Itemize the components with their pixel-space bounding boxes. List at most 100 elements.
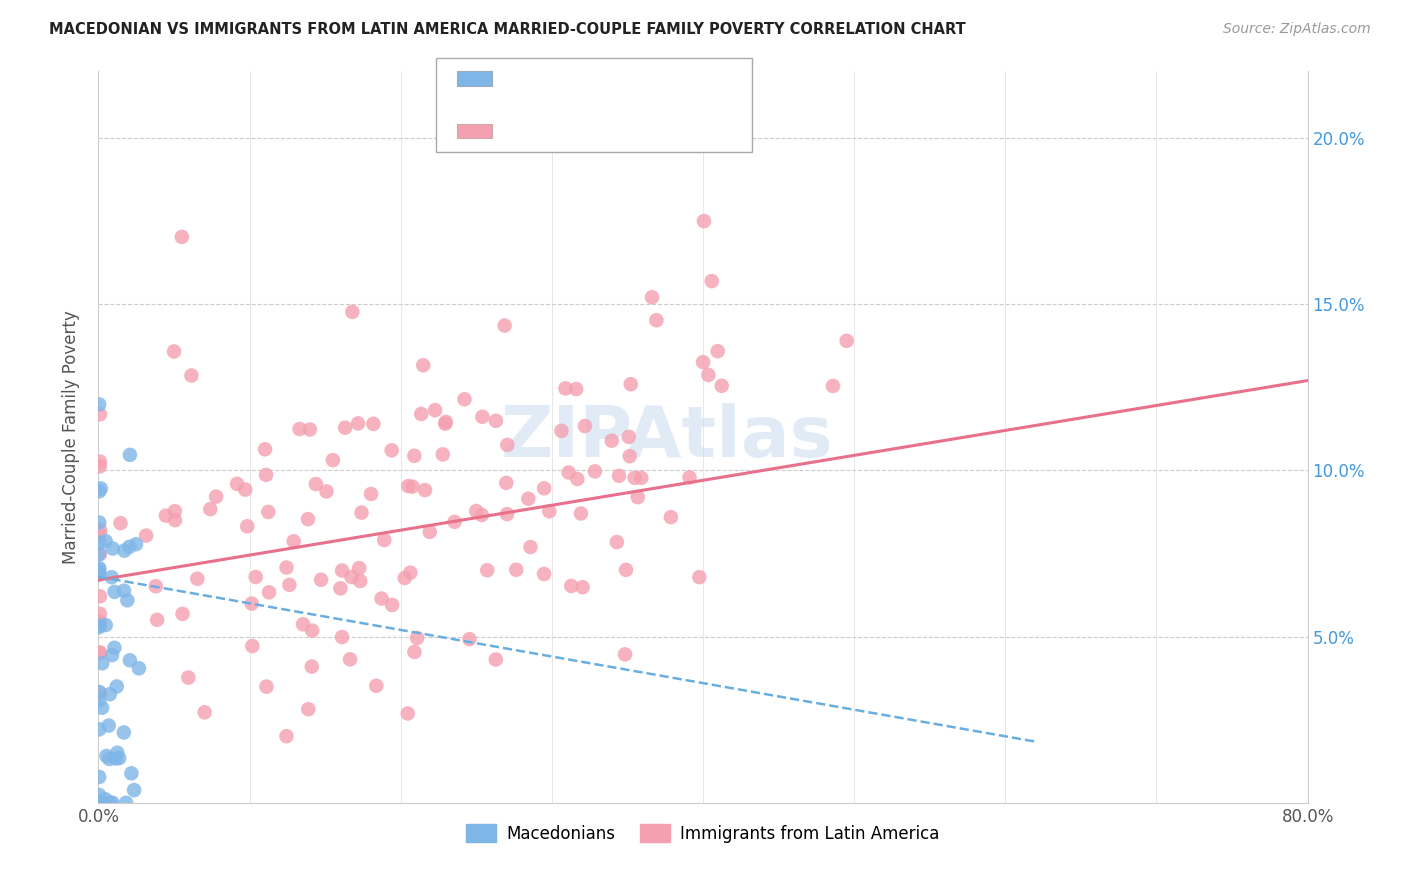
Immigrants from Latin America bbox=[89, 646, 111, 660]
Immigrants from Latin America bbox=[329, 582, 352, 596]
Macedonians bbox=[103, 640, 125, 655]
Macedonians bbox=[120, 766, 142, 780]
Immigrants from Latin America bbox=[627, 490, 650, 504]
Immigrants from Latin America bbox=[630, 471, 652, 485]
Immigrants from Latin America bbox=[821, 379, 844, 393]
Immigrants from Latin America bbox=[560, 579, 582, 593]
Immigrants from Latin America bbox=[494, 318, 516, 333]
Immigrants from Latin America bbox=[89, 459, 111, 474]
Immigrants from Latin America bbox=[349, 574, 371, 588]
Immigrants from Latin America bbox=[89, 454, 111, 468]
Immigrants from Latin America bbox=[89, 615, 111, 629]
Immigrants from Latin America bbox=[180, 368, 202, 383]
Macedonians bbox=[89, 516, 111, 530]
Macedonians bbox=[91, 657, 114, 671]
Immigrants from Latin America bbox=[477, 563, 499, 577]
Immigrants from Latin America bbox=[89, 523, 111, 537]
Immigrants from Latin America bbox=[363, 417, 385, 431]
Immigrants from Latin America bbox=[205, 490, 228, 504]
Macedonians bbox=[112, 583, 135, 598]
Immigrants from Latin America bbox=[569, 507, 592, 521]
Macedonians bbox=[89, 770, 111, 784]
Macedonians bbox=[89, 796, 111, 810]
Macedonians bbox=[89, 723, 111, 737]
Immigrants from Latin America bbox=[495, 475, 517, 490]
Macedonians bbox=[105, 746, 128, 760]
Immigrants from Latin America bbox=[614, 648, 637, 662]
Macedonians bbox=[89, 561, 111, 575]
Immigrants from Latin America bbox=[322, 453, 344, 467]
Immigrants from Latin America bbox=[288, 422, 311, 436]
Macedonians bbox=[94, 792, 117, 806]
Immigrants from Latin America bbox=[145, 579, 167, 593]
Immigrants from Latin America bbox=[350, 506, 373, 520]
Macedonians bbox=[91, 700, 114, 714]
Immigrants from Latin America bbox=[574, 419, 596, 434]
Immigrants from Latin America bbox=[411, 407, 433, 421]
Immigrants from Latin America bbox=[177, 671, 200, 685]
Y-axis label: Married-Couple Family Poverty: Married-Couple Family Poverty bbox=[62, 310, 80, 564]
Immigrants from Latin America bbox=[257, 585, 280, 599]
Immigrants from Latin America bbox=[406, 631, 429, 645]
Immigrants from Latin America bbox=[236, 519, 259, 533]
Immigrants from Latin America bbox=[146, 613, 169, 627]
Macedonians bbox=[117, 593, 139, 607]
Macedonians bbox=[104, 751, 127, 765]
Immigrants from Latin America bbox=[453, 392, 475, 407]
Immigrants from Latin America bbox=[688, 570, 710, 584]
Legend: Macedonians, Immigrants from Latin America: Macedonians, Immigrants from Latin Ameri… bbox=[460, 818, 946, 849]
Immigrants from Latin America bbox=[333, 420, 356, 434]
Macedonians bbox=[101, 796, 124, 810]
Immigrants from Latin America bbox=[330, 630, 353, 644]
Immigrants from Latin America bbox=[89, 645, 111, 659]
Immigrants from Latin America bbox=[458, 632, 481, 647]
Immigrants from Latin America bbox=[465, 504, 488, 518]
Immigrants from Latin America bbox=[254, 467, 277, 482]
Macedonians bbox=[94, 618, 117, 632]
Immigrants from Latin America bbox=[135, 528, 157, 542]
Immigrants from Latin America bbox=[550, 424, 572, 438]
Immigrants from Latin America bbox=[381, 598, 404, 612]
Immigrants from Latin America bbox=[396, 479, 419, 493]
Immigrants from Latin America bbox=[412, 359, 434, 373]
Immigrants from Latin America bbox=[315, 484, 337, 499]
Macedonians bbox=[89, 566, 111, 580]
Immigrants from Latin America bbox=[233, 483, 256, 497]
Immigrants from Latin America bbox=[432, 447, 454, 461]
Immigrants from Latin America bbox=[620, 377, 643, 392]
Immigrants from Latin America bbox=[245, 570, 267, 584]
Immigrants from Latin America bbox=[519, 540, 541, 554]
Macedonians bbox=[118, 448, 141, 462]
Immigrants from Latin America bbox=[292, 617, 315, 632]
Immigrants from Latin America bbox=[278, 578, 301, 592]
Macedonians bbox=[89, 563, 111, 577]
Macedonians bbox=[108, 751, 131, 765]
Immigrants from Latin America bbox=[692, 355, 714, 369]
Immigrants from Latin America bbox=[366, 679, 388, 693]
Macedonians bbox=[98, 796, 121, 810]
Immigrants from Latin America bbox=[419, 524, 441, 539]
Macedonians bbox=[89, 397, 111, 411]
Immigrants from Latin America bbox=[283, 534, 305, 549]
Immigrants from Latin America bbox=[110, 516, 132, 530]
Macedonians bbox=[101, 541, 124, 556]
Immigrants from Latin America bbox=[401, 480, 423, 494]
Macedonians bbox=[89, 620, 111, 634]
Immigrants from Latin America bbox=[342, 305, 364, 319]
Immigrants from Latin America bbox=[641, 290, 664, 304]
Immigrants from Latin America bbox=[496, 438, 519, 452]
Macedonians bbox=[115, 796, 138, 810]
Immigrants from Latin America bbox=[226, 476, 249, 491]
Immigrants from Latin America bbox=[413, 483, 436, 497]
Macedonians bbox=[89, 535, 111, 549]
Immigrants from Latin America bbox=[309, 573, 332, 587]
Macedonians bbox=[90, 482, 112, 496]
Macedonians bbox=[89, 618, 111, 632]
Text: ZIPAtlas: ZIPAtlas bbox=[501, 402, 832, 472]
Macedonians bbox=[89, 788, 111, 802]
Macedonians bbox=[128, 661, 150, 675]
Immigrants from Latin America bbox=[347, 417, 370, 431]
Immigrants from Latin America bbox=[533, 481, 555, 495]
Immigrants from Latin America bbox=[257, 505, 280, 519]
Immigrants from Latin America bbox=[471, 409, 494, 424]
